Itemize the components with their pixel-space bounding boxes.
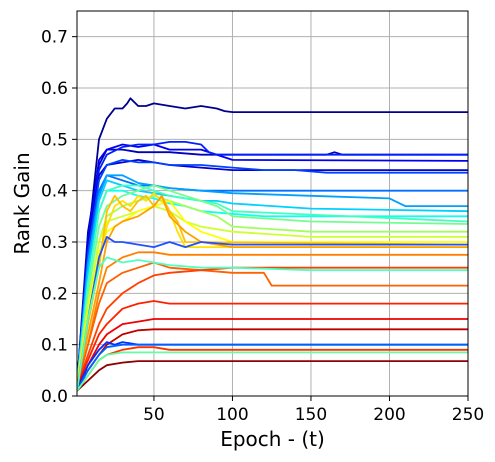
- series-line: [77, 158, 468, 386]
- series-line: [77, 184, 468, 386]
- series-line: [77, 360, 468, 392]
- x-tick-label: 100: [216, 405, 248, 425]
- x-axis: 50 100 150 200 250: [143, 396, 484, 425]
- series-line: [77, 184, 468, 386]
- plot-area: [77, 97, 468, 392]
- series-line: [77, 346, 468, 392]
- series-line: [77, 351, 468, 392]
- x-tick-label: 250: [452, 405, 484, 425]
- series-line: [77, 174, 468, 386]
- y-tick-label: 0.0: [41, 387, 68, 407]
- y-axis-label: Rank Gain: [10, 152, 34, 254]
- plot-frame: [76, 10, 469, 397]
- series-line: [77, 261, 468, 386]
- series-line: [77, 256, 468, 392]
- y-tick-label: 0.6: [41, 79, 68, 99]
- y-tick-label: 0.7: [41, 28, 68, 48]
- x-tick-label: 150: [295, 405, 327, 425]
- y-tick-label: 0.1: [41, 336, 68, 356]
- y-tick-label: 0.4: [41, 182, 68, 202]
- series-line: [77, 158, 468, 386]
- y-axis: 0.0 0.1 0.2 0.3 0.4 0.5 0.6 0.7: [41, 28, 77, 407]
- series-line: [77, 192, 468, 386]
- series-lines: [77, 97, 468, 392]
- series-line: [77, 205, 468, 386]
- series-line: [77, 179, 468, 386]
- series-line: [77, 235, 468, 392]
- series-line: [77, 318, 468, 387]
- x-tick-label: 50: [143, 405, 165, 425]
- series-line: [77, 300, 468, 387]
- series-line: [77, 194, 468, 386]
- series-line: [77, 328, 468, 387]
- series-line: [77, 194, 468, 386]
- series-line: [77, 266, 468, 387]
- series-line: [77, 97, 468, 386]
- series-line: [77, 140, 468, 386]
- y-tick-label: 0.2: [41, 284, 68, 304]
- y-tick-label: 0.5: [41, 130, 68, 150]
- series-line: [77, 343, 468, 392]
- series-line: [77, 148, 468, 386]
- series-line: [77, 251, 468, 386]
- x-axis-label: Epoch - (t): [220, 427, 325, 451]
- x-tick-label: 200: [373, 405, 405, 425]
- y-tick-label: 0.3: [41, 233, 68, 253]
- series-line: [77, 194, 468, 386]
- series-line: [77, 189, 468, 386]
